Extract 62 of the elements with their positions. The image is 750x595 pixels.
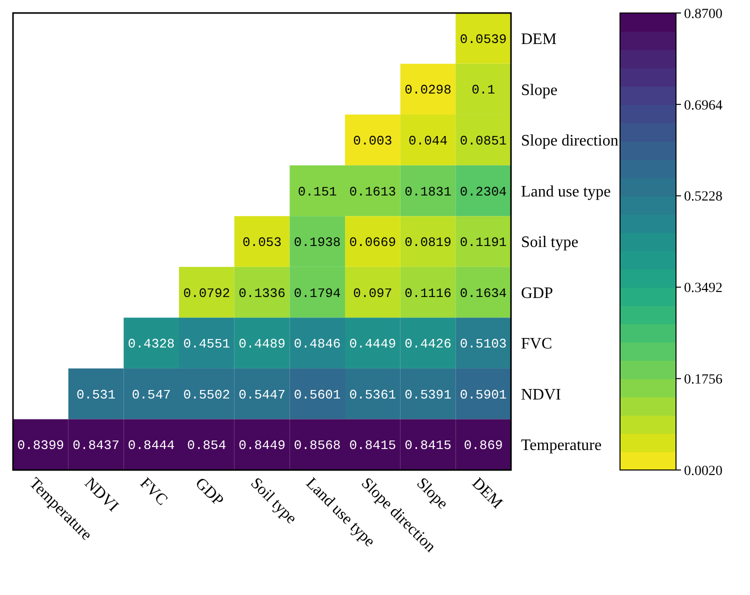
data-label: 0.8444 (128, 438, 175, 454)
data-label: 0.5502 (183, 387, 230, 402)
data-label: 0.044 (408, 133, 448, 148)
data-label: 0.8437 (72, 438, 120, 454)
data-label: 0.003 (353, 133, 392, 148)
data-label: 0.1191 (460, 235, 507, 250)
data-label: 0.1831 (404, 184, 452, 200)
color-bar-label: 0.0020 (684, 464, 722, 479)
data-label: 0.0792 (183, 286, 230, 301)
data-label: 0.5103 (460, 336, 507, 352)
x-tick-label: GDP (192, 474, 227, 510)
data-label: 0.5361 (349, 387, 396, 402)
data-label: 0.053 (242, 235, 282, 250)
data-label: 0.0819 (404, 235, 452, 250)
data-label: 0.8568 (294, 438, 341, 454)
data-label: 0.8415 (349, 438, 396, 454)
y-tick-label: Slope (521, 82, 558, 99)
data-label: 0.1116 (404, 286, 452, 301)
data-label: 0.2304 (460, 184, 507, 200)
color-bar-label: 0.6964 (684, 98, 722, 114)
data-label: 0.547 (132, 387, 171, 402)
y-tick-label: Slope direction (521, 132, 618, 150)
y-tick-label: Soil type (521, 234, 578, 252)
data-label: 0.4489 (238, 336, 286, 352)
data-label: 0.4328 (128, 336, 175, 352)
data-label: 0.8415 (404, 438, 452, 454)
color-bar-label: 0.3492 (684, 281, 722, 296)
data-label: 0.1794 (294, 286, 341, 301)
data-label: 0.8449 (238, 438, 286, 454)
data-label: 0.0298 (404, 82, 452, 98)
y-tick-label: GDP (521, 284, 554, 302)
data-label: 0.1 (472, 82, 496, 98)
data-label: 0.5391 (404, 387, 452, 402)
data-label: 0.4846 (294, 336, 341, 352)
data-label: 0.4551 (183, 336, 230, 352)
data-label: 0.0539 (460, 32, 507, 47)
data-label: 0.8399 (17, 438, 64, 454)
data-label: 0.531 (76, 387, 116, 402)
x-tick-label: Soil type (247, 474, 300, 528)
data-label: 0.1613 (349, 184, 396, 200)
data-label: 0.1938 (294, 235, 341, 250)
data-label: 0.0851 (460, 133, 507, 148)
data-label: 0.1336 (238, 286, 286, 301)
color-bar-label: 0.1756 (684, 372, 722, 388)
color-bar-label: 0.8700 (684, 6, 722, 22)
data-label: 0.0669 (349, 235, 396, 250)
y-tick-label: FVC (521, 336, 552, 353)
data-label: 0.1634 (460, 286, 507, 301)
y-tick-label: Temperature (521, 437, 602, 454)
data-label: 0.151 (298, 184, 338, 200)
y-tick-label: DEM (521, 30, 557, 48)
data-label: 0.4426 (404, 336, 452, 352)
color-bar-label: 0.5228 (684, 190, 722, 205)
data-label: 0.5901 (460, 387, 507, 402)
y-tick-label: Land use type (521, 183, 611, 200)
data-label: 0.097 (353, 286, 392, 301)
data-label: 0.4449 (349, 336, 396, 352)
data-label: 0.869 (464, 438, 503, 454)
data-label: 0.854 (187, 438, 226, 454)
data-label: 0.5601 (294, 387, 341, 402)
y-tick-label: NDVI (521, 386, 561, 404)
data-label: 0.5447 (238, 387, 286, 402)
